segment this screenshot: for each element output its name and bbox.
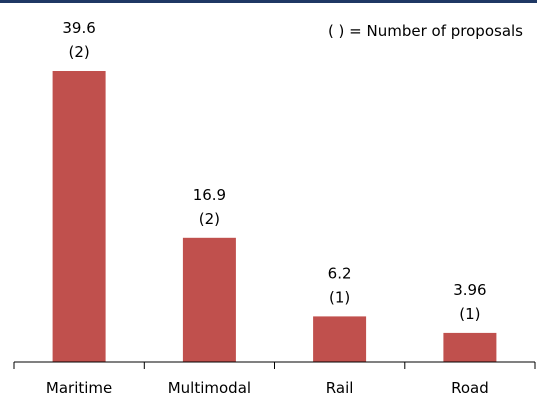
top-border bbox=[0, 0, 537, 3]
proposal-count-label-road: (1) bbox=[459, 305, 480, 323]
bars-layer bbox=[52, 71, 497, 362]
category-label-road: Road bbox=[451, 379, 489, 397]
value-label-road: 3.96 bbox=[453, 281, 486, 299]
value-label-maritime: 39.6 bbox=[62, 19, 95, 37]
proposal-count-label-multimodal: (2) bbox=[199, 210, 220, 228]
bar-road bbox=[443, 332, 497, 362]
value-label-rail: 6.2 bbox=[328, 264, 352, 282]
category-label-rail: Rail bbox=[326, 379, 354, 397]
labels-layer: 39.6 (2) 16.9 (2) 6.2 (1) 3.96 (1) bbox=[62, 19, 486, 323]
bar-rail bbox=[313, 316, 367, 362]
x-axis: Maritime Multimodal Rail Road bbox=[13, 361, 536, 397]
legend-note: ( ) = Number of proposals bbox=[327, 22, 523, 40]
proposal-count-label-rail: (1) bbox=[329, 288, 350, 306]
bar-multimodal bbox=[182, 237, 236, 362]
proposal-count-label-maritime: (2) bbox=[68, 43, 89, 61]
value-label-multimodal: 16.9 bbox=[193, 186, 226, 204]
category-label-maritime: Maritime bbox=[46, 379, 112, 397]
bar-maritime bbox=[52, 71, 106, 362]
category-label-multimodal: Multimodal bbox=[168, 379, 251, 397]
